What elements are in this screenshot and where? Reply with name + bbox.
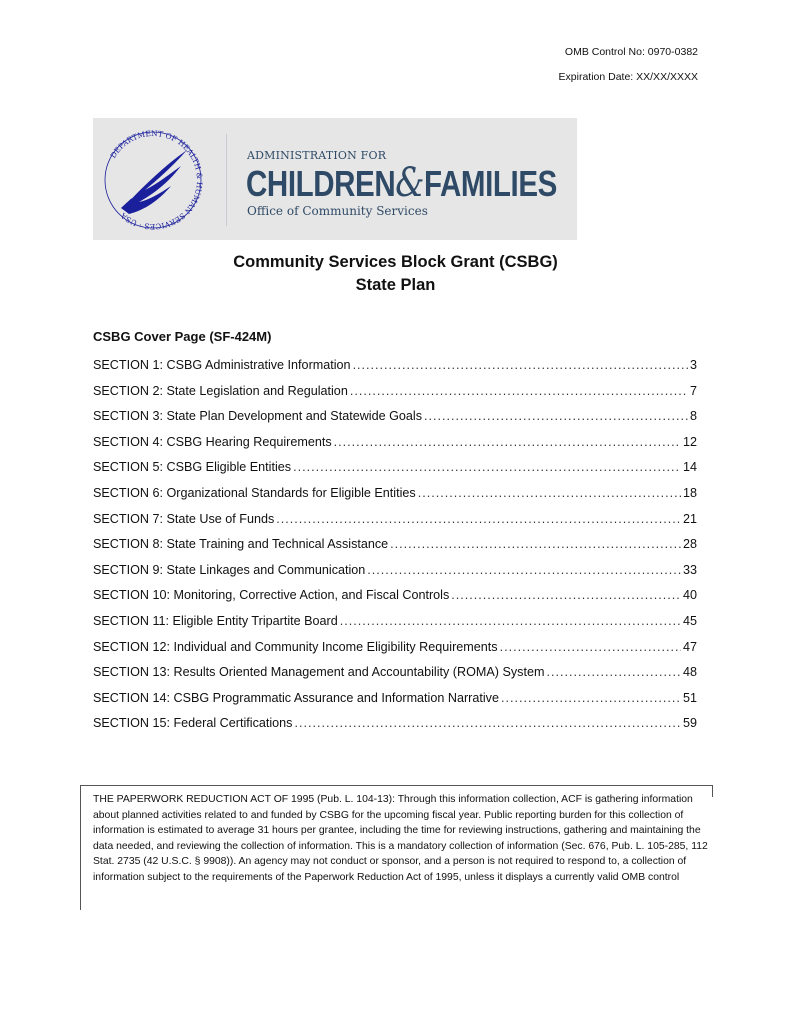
paperwork-reduction-notice: THE PAPERWORK REDUCTION ACT OF 1995 (Pub… xyxy=(80,785,712,910)
notice-border-right xyxy=(712,785,713,797)
toc-entry-label[interactable]: SECTION 3: State Plan Development and St… xyxy=(93,409,423,424)
toc-entry[interactable]: SECTION 4: CSBG Hearing Requirements 12 xyxy=(93,435,697,461)
toc-entry-label[interactable]: SECTION 14: CSBG Programmatic Assurance … xyxy=(93,690,499,705)
toc-entry[interactable]: SECTION 7: State Use of Funds 21 xyxy=(93,512,697,538)
toc-entry-page[interactable]: 48 xyxy=(682,665,697,680)
toc-entry-label[interactable]: SECTION 10: Monitoring, Corrective Actio… xyxy=(93,588,450,603)
toc-entry-page[interactable]: 8 xyxy=(689,409,697,424)
toc-entry-page[interactable]: 45 xyxy=(682,613,697,628)
toc-entry-page[interactable]: 40 xyxy=(682,588,697,603)
toc-entry-label[interactable]: SECTION 11: Eligible Entity Tripartite B… xyxy=(93,613,338,628)
omb-control-number: OMB Control No: 0970-0382 xyxy=(564,46,698,58)
toc-leader-dots xyxy=(418,486,681,500)
toc-entry-page[interactable]: 59 xyxy=(682,716,697,731)
logo-ampersand: & xyxy=(395,160,425,206)
toc-entry[interactable]: SECTION 14: CSBG Programmatic Assurance … xyxy=(93,691,697,717)
toc-entry-page[interactable]: 14 xyxy=(682,460,697,475)
toc-leader-dots xyxy=(546,665,681,679)
toc-entry-label[interactable]: SECTION 9: State Linkages and Communicat… xyxy=(93,562,366,577)
toc-leader-dots xyxy=(340,614,681,628)
acf-logo-banner: DEPARTMENT OF HEALTH & HUMAN SERVICES · … xyxy=(93,118,577,240)
logo-families: FAMILIES xyxy=(424,163,557,204)
logo-line2: CHILDREN&FAMILIES xyxy=(246,160,557,206)
toc-leader-dots xyxy=(390,537,681,551)
toc-leader-dots xyxy=(334,435,681,449)
toc-entry[interactable]: SECTION 1: CSBG Administrative Informati… xyxy=(93,358,697,384)
toc-entry[interactable]: SECTION 8: State Training and Technical … xyxy=(93,537,697,563)
toc-leader-dots xyxy=(350,384,688,398)
toc-entry[interactable]: SECTION 11: Eligible Entity Tripartite B… xyxy=(93,614,697,640)
toc-leader-dots xyxy=(451,588,681,602)
hhs-seal-icon: DEPARTMENT OF HEALTH & HUMAN SERVICES · … xyxy=(104,129,204,231)
toc-entry-label[interactable]: SECTION 7: State Use of Funds xyxy=(93,511,275,526)
toc-entry-label[interactable]: SECTION 6: Organizational Standards for … xyxy=(93,485,416,500)
expiration-date: Expiration Date: XX/XX/XXXX xyxy=(558,71,698,83)
toc-entry-label[interactable]: SECTION 1: CSBG Administrative Informati… xyxy=(93,358,351,372)
toc-leader-dots xyxy=(294,716,681,730)
table-of-contents: SECTION 1: CSBG Administrative Informati… xyxy=(93,358,697,742)
toc-entry-label[interactable]: SECTION 8: State Training and Technical … xyxy=(93,537,389,552)
toc-entry[interactable]: SECTION 15: Federal Certifications 59 xyxy=(93,716,697,742)
toc-leader-dots xyxy=(367,563,681,577)
toc-leader-dots xyxy=(353,358,688,372)
toc-entry[interactable]: SECTION 2: State Legislation and Regulat… xyxy=(93,384,697,410)
toc-entry[interactable]: SECTION 13: Results Oriented Management … xyxy=(93,665,697,691)
toc-leader-dots xyxy=(293,460,681,474)
toc-leader-dots xyxy=(276,512,681,526)
toc-entry-label[interactable]: SECTION 5: CSBG Eligible Entities xyxy=(93,460,292,475)
toc-leader-dots xyxy=(424,409,688,423)
logo-children: CHILDREN xyxy=(246,163,396,204)
toc-entry-page[interactable]: 47 xyxy=(682,639,697,654)
toc-entry-page[interactable]: 28 xyxy=(682,537,697,552)
toc-entry-page[interactable]: 21 xyxy=(682,511,697,526)
toc-entry[interactable]: SECTION 5: CSBG Eligible Entities 14 xyxy=(93,460,697,486)
toc-entry-label[interactable]: SECTION 15: Federal Certifications xyxy=(93,716,293,731)
toc-entry[interactable]: SECTION 6: Organizational Standards for … xyxy=(93,486,697,512)
toc-entry[interactable]: SECTION 12: Individual and Community Inc… xyxy=(93,640,697,666)
toc-leader-dots xyxy=(501,691,681,705)
document-title: Community Services Block Grant (CSBG) xyxy=(233,253,558,271)
toc-entry-page[interactable]: 18 xyxy=(682,485,697,500)
logo-divider xyxy=(226,134,227,226)
toc-entry[interactable]: SECTION 10: Monitoring, Corrective Actio… xyxy=(93,588,697,614)
logo-line3: Office of Community Services xyxy=(247,204,428,218)
cover-page-heading: CSBG Cover Page (SF-424M) xyxy=(93,329,272,344)
document-subtitle: State Plan xyxy=(355,276,436,294)
toc-entry-page[interactable]: 3 xyxy=(689,358,697,372)
toc-entry-page[interactable]: 7 xyxy=(689,383,697,398)
toc-entry-label[interactable]: SECTION 2: State Legislation and Regulat… xyxy=(93,383,348,398)
toc-entry-label[interactable]: SECTION 13: Results Oriented Management … xyxy=(93,665,545,680)
toc-entry-page[interactable]: 51 xyxy=(682,690,697,705)
toc-entry[interactable]: SECTION 9: State Linkages and Communicat… xyxy=(93,563,697,589)
toc-entry-page[interactable]: 12 xyxy=(682,434,697,449)
logo-line1: ADMINISTRATION FOR xyxy=(247,149,387,162)
toc-leader-dots xyxy=(500,640,681,654)
toc-entry-label[interactable]: SECTION 4: CSBG Hearing Requirements xyxy=(93,434,332,449)
toc-entry[interactable]: SECTION 3: State Plan Development and St… xyxy=(93,409,697,435)
toc-entry-label[interactable]: SECTION 12: Individual and Community Inc… xyxy=(93,639,498,654)
toc-entry-page[interactable]: 33 xyxy=(682,562,697,577)
